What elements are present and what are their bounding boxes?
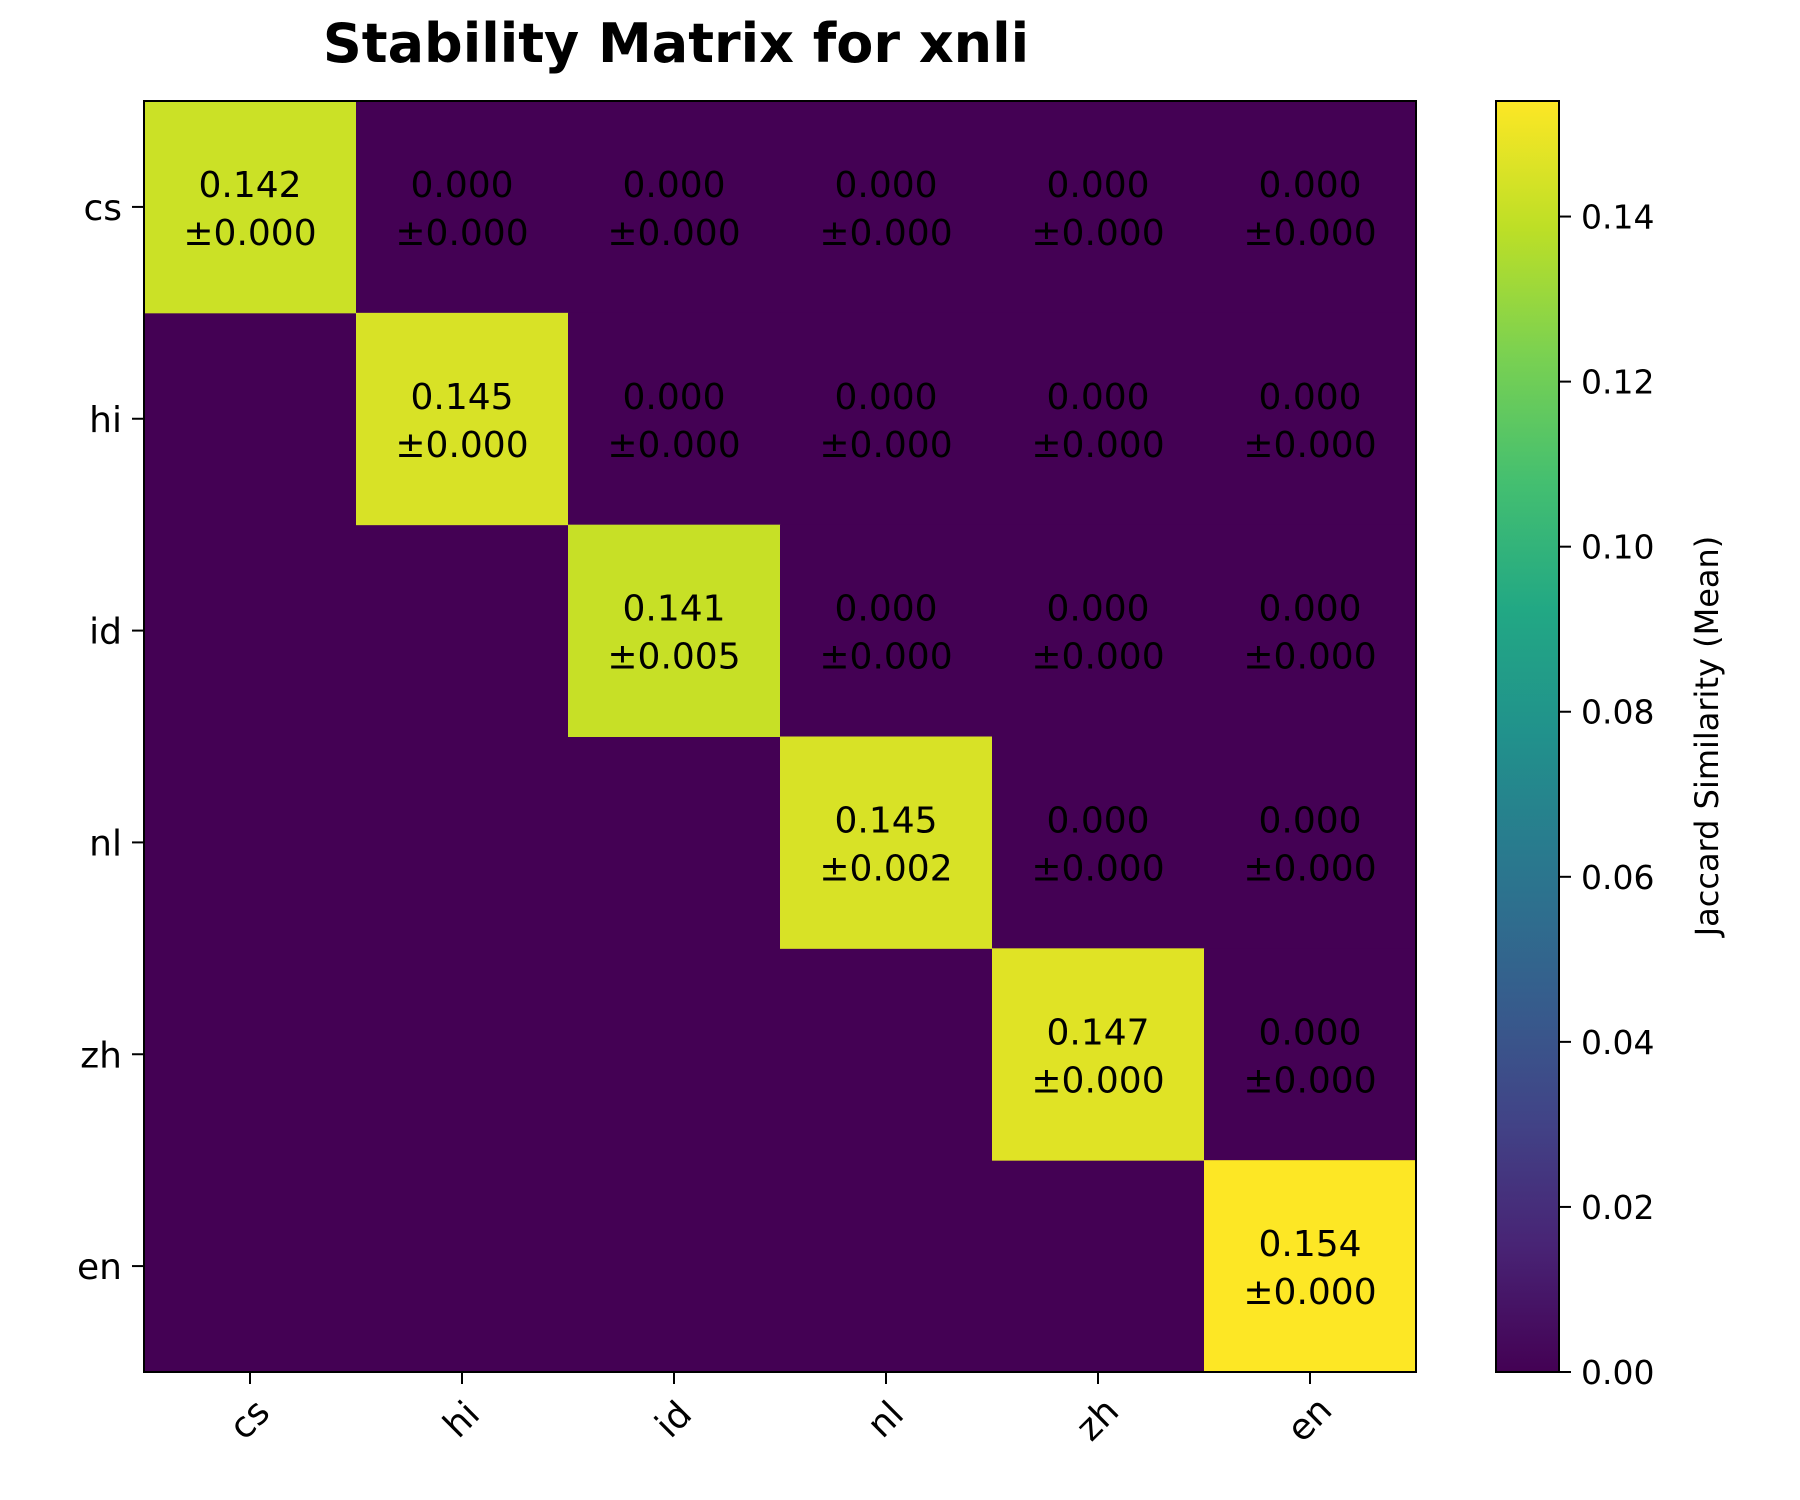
- cell-value-label: 0.145: [410, 377, 513, 418]
- y-tick-label: en: [77, 1247, 122, 1288]
- heatmap-cell: [1204, 1160, 1417, 1373]
- cell-std-label: ±0.000: [819, 637, 952, 678]
- cell-std-label: ±0.000: [819, 213, 952, 254]
- colorbar-axis: 0.00 0.02 0.04 0.06 0.08 0.10 0.12 0.14: [1559, 198, 1654, 1392]
- colorbar-tick-label: 0.04: [1581, 1023, 1654, 1062]
- cell-std-label: ±0.000: [1243, 1060, 1376, 1101]
- x-tick-label: zh: [1069, 1391, 1127, 1449]
- heatmap-cell: [1204, 312, 1417, 526]
- cell-value-label: 0.000: [1046, 165, 1149, 206]
- cell-value-label: 0.145: [834, 800, 937, 841]
- cell-value-label: 0.000: [834, 377, 937, 418]
- y-tick-label: zh: [80, 1035, 122, 1076]
- cell-std-label: ±0.000: [1243, 1272, 1376, 1313]
- heatmap-cell: [992, 524, 1205, 737]
- heatmap-cell: [568, 524, 781, 737]
- heatmap-cell: [992, 312, 1205, 526]
- cell-value-label: 0.142: [198, 165, 301, 206]
- colorbar-label: Jaccard Similarity (Mean): [1688, 536, 1726, 939]
- colorbar-tick-label: 0.00: [1581, 1353, 1654, 1392]
- cell-std-label: ±0.000: [607, 425, 740, 466]
- heatmap-cell: [144, 101, 357, 314]
- cell-std-label: ±0.000: [1031, 637, 1164, 678]
- cell-std-label: ±0.000: [1031, 1060, 1164, 1101]
- cell-std-label: ±0.000: [607, 213, 740, 254]
- cell-value-label: 0.000: [1258, 1012, 1361, 1053]
- heatmap-cell: [780, 524, 993, 737]
- heatmap-cells: [144, 101, 1417, 1373]
- cell-value-label: 0.000: [1046, 800, 1149, 841]
- cell-value-label: 0.000: [1258, 165, 1361, 206]
- cell-std-label: ±0.000: [1243, 425, 1376, 466]
- y-tick-label: nl: [89, 823, 122, 864]
- plot-frame: [143, 100, 1417, 1373]
- x-tick-label: en: [1279, 1389, 1340, 1450]
- heatmap-cell: [356, 312, 569, 526]
- cell-value-label: 0.000: [1046, 377, 1149, 418]
- cell-std-label: ±0.000: [1031, 848, 1164, 889]
- colorbar-tick-label: 0.10: [1581, 528, 1654, 567]
- cell-value-label: 0.000: [622, 377, 725, 418]
- cell-value-label: 0.000: [1046, 589, 1149, 630]
- cell-std-label: ±0.000: [1243, 213, 1376, 254]
- cell-std-label: ±0.000: [1031, 213, 1164, 254]
- heatmap-cell: [1204, 101, 1417, 314]
- cell-std-label: ±0.000: [819, 425, 952, 466]
- y-tick-label: hi: [89, 400, 122, 441]
- cell-value-label: 0.141: [622, 589, 725, 630]
- cell-std-label: ±0.002: [819, 848, 952, 889]
- cell-value-label: 0.147: [1046, 1012, 1149, 1053]
- heatmap-cell: [568, 312, 781, 526]
- cell-std-label: ±0.005: [607, 637, 740, 678]
- y-tick-label: id: [89, 612, 122, 653]
- x-tick-label: nl: [860, 1394, 912, 1446]
- y-tick-label: cs: [83, 188, 122, 229]
- cell-labels: 0.142 ±0.000 0.000 ±0.000 0.000 ±0.000 0.000 ±0…: [183, 165, 1376, 1313]
- cell-std-label: ±0.000: [1031, 425, 1164, 466]
- heatmap-cell: [992, 948, 1205, 1161]
- x-tick-label: hi: [436, 1394, 488, 1446]
- x-tick-label: cs: [222, 1392, 278, 1448]
- heatmap-cell: [780, 736, 993, 949]
- colorbar-tick-label: 0.08: [1581, 693, 1654, 732]
- colorbar-tick-label: 0.12: [1581, 363, 1654, 402]
- cell-std-label: ±0.000: [395, 425, 528, 466]
- colorbar-tick-label: 0.14: [1581, 198, 1654, 237]
- x-axis: cs hi id nl zh en: [222, 1372, 1340, 1450]
- colorbar-tick-label: 0.06: [1581, 858, 1654, 897]
- heatmap-cell: [1204, 736, 1417, 949]
- chart-title: Stability Matrix for xnli: [323, 12, 1029, 75]
- colorbar: [1495, 100, 1560, 1373]
- cell-std-label: ±0.000: [1243, 637, 1376, 678]
- x-tick-label: id: [648, 1394, 700, 1446]
- heatmap-cell: [992, 736, 1205, 949]
- heatmap-cell: [356, 101, 569, 314]
- heatmap-cell: [568, 101, 781, 314]
- heatmap-cell: [992, 101, 1205, 314]
- cell-value-label: 0.154: [1258, 1224, 1361, 1265]
- cell-std-label: ±0.000: [395, 213, 528, 254]
- cell-value-label: 0.000: [1258, 589, 1361, 630]
- colorbar-tick-label: 0.02: [1581, 1188, 1654, 1227]
- cell-value-label: 0.000: [1258, 377, 1361, 418]
- cell-value-label: 0.000: [834, 589, 937, 630]
- heatmap-cell: [780, 101, 993, 314]
- cell-value-label: 0.000: [410, 165, 513, 206]
- cell-std-label: ±0.000: [183, 213, 316, 254]
- cell-value-label: 0.000: [834, 165, 937, 206]
- heatmap-cell: [1204, 524, 1417, 737]
- heatmap-cell: [780, 312, 993, 526]
- cell-value-label: 0.000: [1258, 800, 1361, 841]
- heatmap-cell: [1204, 948, 1417, 1161]
- cell-value-label: 0.000: [622, 165, 725, 206]
- y-axis: cs hi id nl zh en: [77, 188, 144, 1288]
- cell-std-label: ±0.000: [1243, 848, 1376, 889]
